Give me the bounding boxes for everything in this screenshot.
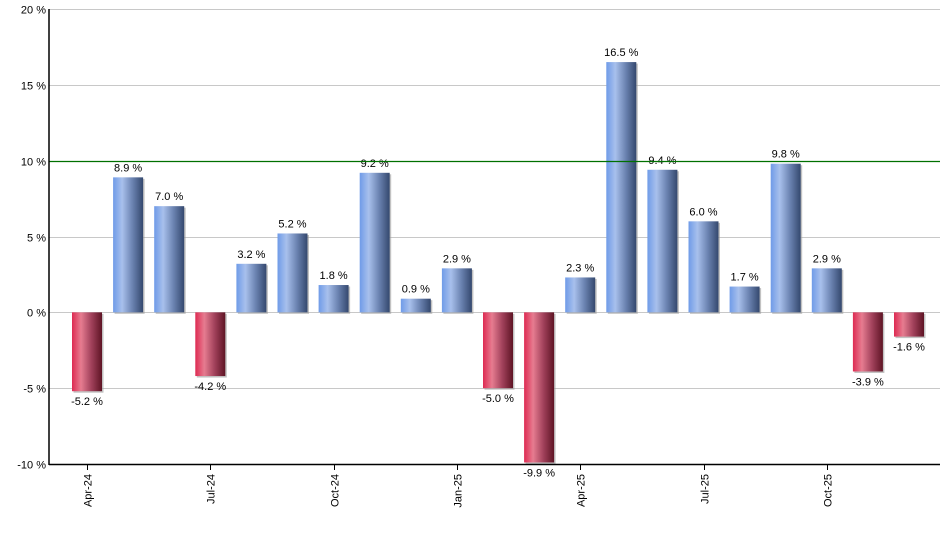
y-tick-label: -10 % [17, 460, 46, 472]
bar-Jan-25 [441, 268, 472, 313]
bar-Aug-24 [236, 263, 267, 313]
value-label: 2.9 % [813, 253, 841, 265]
bar-Oct-24 [318, 285, 349, 313]
value-label: 2.3 % [566, 262, 594, 274]
value-label: 8.9 % [114, 162, 142, 174]
bar-Jul-25 [688, 221, 719, 313]
bar-Apr-25 [565, 277, 596, 313]
bar-May-25 [606, 62, 637, 313]
bar-Dec-25 [894, 312, 924, 337]
y-tick-label: 0 % [27, 308, 46, 320]
x-tick-label: Jan-25 [453, 474, 465, 508]
value-label: 9.8 % [772, 149, 800, 161]
value-label: 0.9 % [402, 284, 430, 296]
y-tick-label: 10 % [21, 157, 46, 169]
bar-Oct-25 [811, 268, 842, 313]
value-label: -3.9 % [852, 376, 884, 388]
x-tick-label: Jul-24 [206, 474, 218, 504]
y-tick-label: -5 % [23, 384, 46, 396]
bar-Jun-25 [647, 169, 678, 313]
value-label: 2.9 % [443, 253, 471, 265]
bar-Jul-24 [195, 312, 226, 377]
y-tick-label: 15 % [21, 81, 46, 93]
bar-Dec-24 [400, 298, 431, 313]
x-tick-label: Oct-24 [330, 474, 342, 507]
x-axis-labels: Apr-24 Jul-24 Oct-24 Jan-25 Apr-25 Jul-25 Oct-… [83, 464, 835, 508]
bar-Jun-24 [154, 206, 185, 313]
value-label: -1.6 % [893, 342, 925, 354]
value-label: 5.2 % [278, 218, 306, 230]
value-label: -4.2 % [194, 381, 226, 393]
value-label: 9.4 % [648, 155, 676, 167]
bar-Aug-25 [729, 286, 760, 313]
bar-Sep-25 [770, 163, 801, 313]
value-label: 1.7 % [731, 272, 759, 284]
bar-Apr-24 [72, 312, 102, 392]
x-tick-label: Apr-25 [576, 474, 588, 507]
value-label: 6.0 % [689, 206, 717, 218]
value-label: 9.2 % [361, 158, 389, 170]
bar-May-24 [113, 177, 144, 313]
value-label: 1.8 % [320, 270, 348, 282]
value-labels: -5.2 % 8.9 % 7.0 % -4.2 % 3.2 % 5.2 % 1.8 % 9.2… [71, 47, 925, 479]
x-tick-label: Oct-25 [823, 474, 835, 507]
y-axis-labels: -10 % -5 % 0 % 5 % 10 % 15 % 20 % [17, 5, 46, 472]
value-label: -9.9 % [523, 467, 555, 479]
x-tick-label: Apr-24 [83, 474, 95, 507]
bar-Nov-25 [852, 312, 883, 372]
value-label: 16.5 % [604, 47, 638, 59]
value-label: -5.0 % [482, 393, 514, 405]
bar-Mar-25 [524, 312, 555, 463]
y-tick-label: 20 % [21, 5, 46, 17]
bar-Feb-25 [483, 312, 513, 389]
value-label: 7.0 % [155, 191, 183, 203]
x-tick-label: Jul-25 [700, 474, 712, 504]
bars [72, 62, 926, 464]
value-label: 3.2 % [237, 249, 265, 261]
bar-Sep-24 [277, 233, 308, 313]
value-label: -5.2 % [71, 396, 103, 408]
bar-Nov-24 [359, 172, 390, 313]
y-tick-label: 5 % [27, 233, 46, 245]
